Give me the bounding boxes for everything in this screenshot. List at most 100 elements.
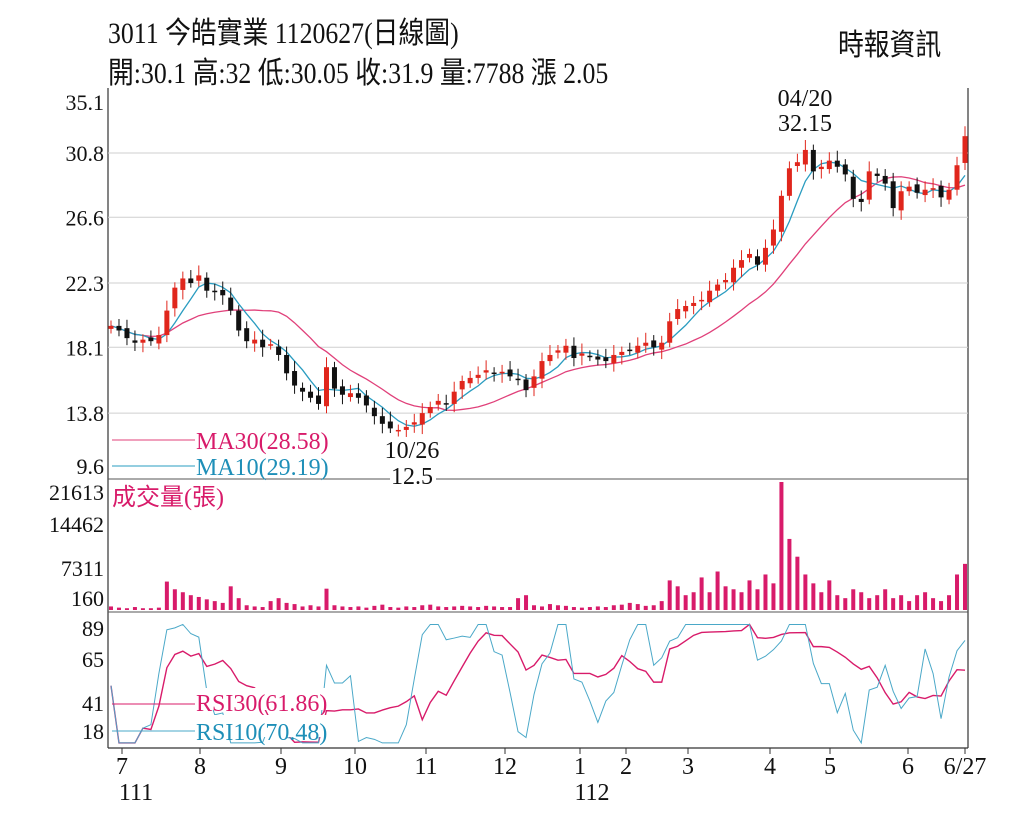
candle-body xyxy=(611,354,617,364)
candle-body xyxy=(619,351,625,355)
volume-bar xyxy=(228,586,233,610)
candle-body xyxy=(914,184,920,193)
volume-bar xyxy=(116,607,121,610)
volume-bar xyxy=(539,606,544,610)
volume-bar xyxy=(835,595,840,610)
volume-bar xyxy=(444,607,449,610)
volume-bar xyxy=(244,605,249,610)
candle-body xyxy=(196,275,202,281)
candle-body xyxy=(483,370,489,373)
volume-bar xyxy=(611,605,616,610)
candle-body xyxy=(547,354,553,362)
candle-body xyxy=(842,164,848,175)
candle-body xyxy=(156,335,162,344)
month-label: 3 xyxy=(682,754,694,780)
volume-bar xyxy=(643,605,648,610)
month-label: 1 xyxy=(574,754,586,780)
volume-bar xyxy=(667,580,672,610)
candle-body xyxy=(387,421,393,429)
candle-body xyxy=(355,393,361,398)
candle-body xyxy=(922,189,928,196)
candle-body xyxy=(858,198,864,202)
candle-body xyxy=(874,173,880,176)
candle-body xyxy=(220,289,226,296)
month-label: 6/27 xyxy=(944,754,987,780)
candle-body xyxy=(180,278,186,290)
candle-body xyxy=(363,395,369,406)
rsi-legend: RSI30(61.86) RSI10(70.48) xyxy=(112,688,336,746)
candle-body xyxy=(834,160,840,167)
chart-frame xyxy=(107,88,969,749)
volume-bar xyxy=(883,589,888,610)
legend-ma10: MA10(29.19) xyxy=(196,455,329,481)
volume-bar xyxy=(587,607,592,610)
candle-body xyxy=(244,328,250,342)
candle-body xyxy=(188,278,194,284)
volume-title: 成交量(張) xyxy=(112,484,224,511)
volume-bar xyxy=(436,606,441,610)
candle-body xyxy=(707,290,713,303)
volume-bar xyxy=(164,581,169,610)
volume-bar xyxy=(563,605,568,610)
volume-bar xyxy=(771,583,776,610)
price-tick-label: 13.8 xyxy=(66,401,105,426)
volume-bar xyxy=(915,595,920,610)
candle-body xyxy=(739,260,745,268)
volume-bar xyxy=(899,595,904,610)
candle-body xyxy=(260,339,266,348)
candle-body xyxy=(515,378,521,381)
candle-body xyxy=(148,337,154,342)
ma10-line xyxy=(110,161,966,427)
candle-body xyxy=(379,416,385,424)
volume-bar xyxy=(340,606,345,610)
high-value-label: 32.15 xyxy=(778,111,832,137)
volume-bar xyxy=(907,601,912,610)
candle-body xyxy=(898,191,904,211)
month-label: 10 xyxy=(343,754,367,780)
month-label: 6 xyxy=(902,754,914,780)
volume-tick-label: 7311 xyxy=(61,556,104,581)
candle-body xyxy=(778,195,784,232)
volume-bar xyxy=(955,574,960,610)
candle-body xyxy=(172,287,178,309)
moving-average-lines xyxy=(110,161,966,427)
volume-bar xyxy=(619,604,624,610)
volume-bar xyxy=(252,606,257,610)
candle-body xyxy=(140,339,146,343)
candle-body xyxy=(723,279,729,283)
candle-body xyxy=(770,229,776,246)
volume-bar xyxy=(204,599,209,610)
volume-bar xyxy=(460,605,465,610)
candle-body xyxy=(731,267,737,283)
price-tick-label: 9.6 xyxy=(77,454,105,479)
candle-body xyxy=(691,302,697,306)
volume-bar xyxy=(372,605,377,610)
year-label: 111 xyxy=(119,780,153,806)
volume-bar xyxy=(508,607,513,610)
candle-body xyxy=(603,357,609,362)
candle-body xyxy=(284,354,290,374)
volume-bar xyxy=(675,586,680,610)
candle-body xyxy=(850,176,856,199)
volume-bar xyxy=(755,589,760,610)
candle-body xyxy=(371,407,377,417)
volume-bar xyxy=(316,606,321,610)
month-label: 2 xyxy=(620,754,632,780)
candle-body xyxy=(818,166,824,170)
price-tick-label: 35.1 xyxy=(66,90,105,115)
volume-bar xyxy=(468,606,473,610)
candle-body xyxy=(411,422,417,425)
volume-bar xyxy=(500,607,505,610)
candle-body xyxy=(300,387,306,392)
candle-body xyxy=(331,367,337,389)
legend-ma30: MA30(28.58) xyxy=(196,429,329,455)
candle-body xyxy=(667,321,673,343)
volume-bar xyxy=(795,556,800,610)
volume-bar xyxy=(635,604,640,610)
price-annotations: 04/20 32.15 10/26 12.5 xyxy=(385,86,833,490)
volume-bar xyxy=(819,592,824,610)
candle-body xyxy=(938,185,944,198)
volume-bar xyxy=(923,592,928,610)
volume-bar xyxy=(404,606,409,610)
